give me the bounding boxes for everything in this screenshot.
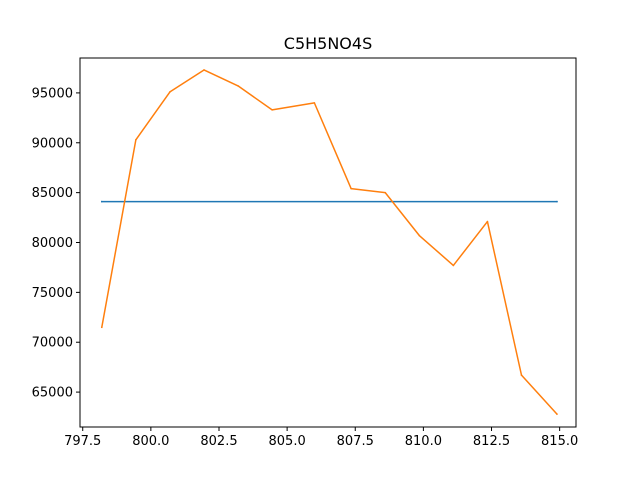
series-line-1: [100, 69, 558, 416]
series-1-point-2: [169, 91, 171, 93]
series-1-point-12: [520, 374, 523, 376]
y-tick-label-3: 80000: [32, 236, 73, 251]
y-tick-label-5: 90000: [32, 136, 73, 151]
series-layer: [100, 69, 558, 416]
y-tick-label-0: 65000: [32, 386, 73, 401]
y-tick-label-4: 85000: [32, 186, 73, 201]
x-tick-label-0: 797.5: [64, 434, 101, 449]
x-axis: 797.5 800.0 802.5 805.0 807.5 810.0 812.5 815.0: [64, 427, 578, 449]
x-tick-label-1: 800.0: [132, 434, 169, 449]
x-tick-label-2: 802.5: [200, 434, 237, 449]
series-1-point-6: [313, 102, 316, 104]
series-1-point-5: [271, 109, 273, 111]
series-1-point-9: [418, 234, 421, 237]
series-1-point-13: [556, 413, 558, 415]
series-1-point-8: [384, 191, 387, 194]
y-axis: 65000 70000 75000 80000 85000 90000 95000: [32, 86, 80, 401]
x-tick-label-4: 807.5: [337, 434, 374, 449]
x-tick-label-3: 805.0: [269, 434, 306, 449]
y-tick-label-6: 95000: [32, 86, 73, 101]
series-1-point-4: [237, 85, 239, 87]
series-1-point-10: [452, 264, 455, 267]
series-1-point-3: [203, 69, 205, 71]
x-tick-label-7: 815.0: [541, 434, 578, 449]
x-tick-label-5: 810.0: [405, 434, 442, 449]
chart-title: C5H5NO4S: [284, 34, 372, 53]
series-0-point-1: [556, 200, 558, 203]
series-0-point-0: [101, 200, 103, 203]
y-tick-label-2: 75000: [32, 286, 73, 301]
series-1-point-0: [101, 326, 103, 329]
series-1-point-7: [350, 187, 352, 190]
series-1-point-11: [486, 220, 489, 223]
y-tick-label-1: 70000: [32, 336, 73, 351]
series-1-point-1: [135, 138, 137, 141]
x-tick-label-6: 812.5: [473, 434, 510, 449]
